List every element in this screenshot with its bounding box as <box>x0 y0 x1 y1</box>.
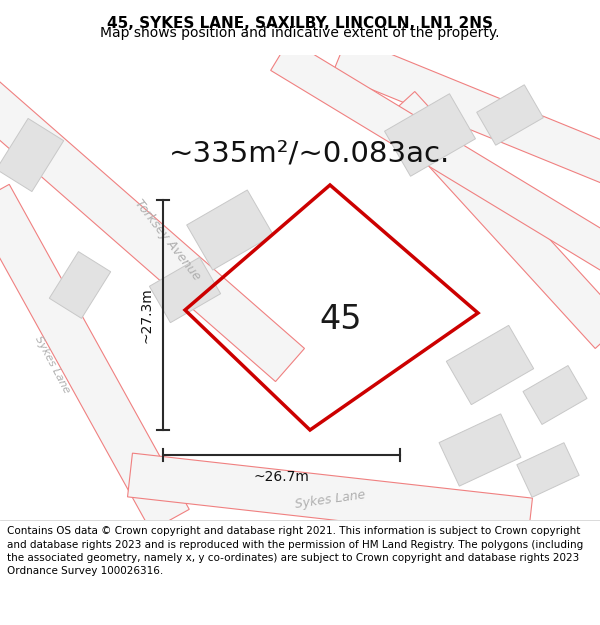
Text: ~26.7m: ~26.7m <box>254 470 310 484</box>
Polygon shape <box>128 453 532 542</box>
Polygon shape <box>439 414 521 486</box>
Polygon shape <box>446 326 533 404</box>
Polygon shape <box>385 91 600 349</box>
Polygon shape <box>49 252 110 318</box>
Polygon shape <box>0 69 304 381</box>
Polygon shape <box>385 94 475 176</box>
Polygon shape <box>149 258 221 322</box>
Text: 45, SYKES LANE, SAXILBY, LINCOLN, LN1 2NS: 45, SYKES LANE, SAXILBY, LINCOLN, LN1 2N… <box>107 16 493 31</box>
Text: Torksey Avenue: Torksey Avenue <box>133 197 203 283</box>
Text: ~27.3m: ~27.3m <box>139 287 153 343</box>
Polygon shape <box>0 184 189 531</box>
Polygon shape <box>271 39 600 271</box>
Polygon shape <box>523 366 587 424</box>
Polygon shape <box>187 190 274 270</box>
Text: Sykes Lane: Sykes Lane <box>294 489 366 511</box>
Polygon shape <box>517 442 579 498</box>
Text: 45: 45 <box>320 303 362 336</box>
Polygon shape <box>0 118 64 192</box>
Text: Map shows position and indicative extent of the property.: Map shows position and indicative extent… <box>100 26 500 39</box>
Text: Contains OS data © Crown copyright and database right 2021. This information is : Contains OS data © Crown copyright and d… <box>7 526 583 576</box>
Text: Sykes Lane: Sykes Lane <box>33 334 71 396</box>
Text: ~335m²/~0.083ac.: ~335m²/~0.083ac. <box>169 139 451 167</box>
Polygon shape <box>476 85 544 145</box>
Polygon shape <box>332 36 600 184</box>
